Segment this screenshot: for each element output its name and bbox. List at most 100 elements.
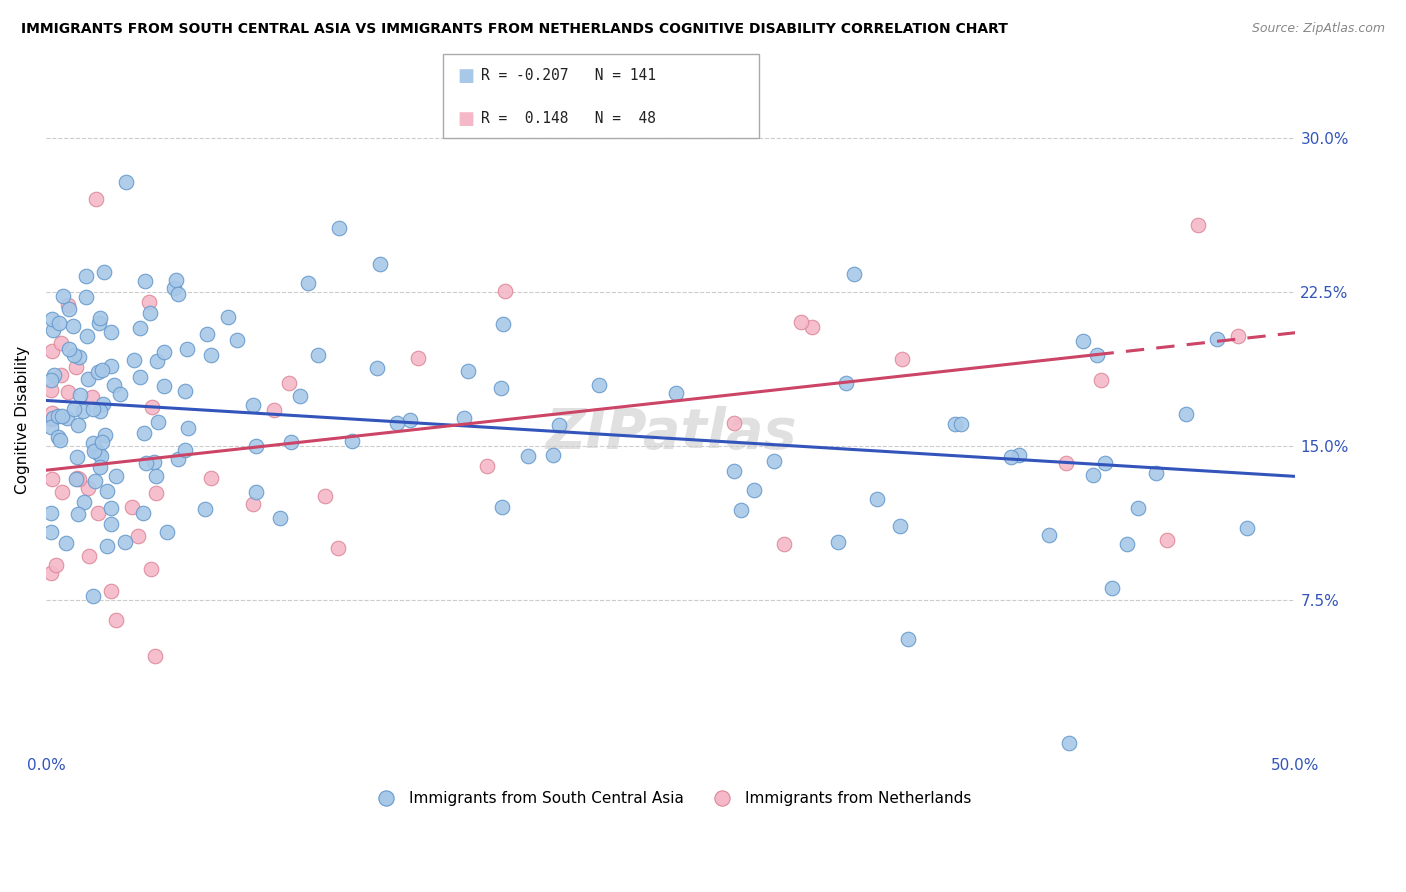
Point — [890, 352, 912, 367]
Text: R = -0.207   N = 141: R = -0.207 N = 141 — [481, 69, 655, 83]
Point — [83, 475, 105, 489]
Point — [93, 265, 115, 279]
Point — [76, 328, 98, 343]
Point — [83, 444, 105, 458]
Point — [41, 343, 63, 358]
Point — [58, 301, 80, 316]
Point — [49, 335, 72, 350]
Point — [115, 176, 138, 190]
Point — [82, 436, 104, 450]
Point — [200, 471, 222, 485]
Point — [96, 484, 118, 499]
Point — [665, 385, 688, 400]
Point — [89, 460, 111, 475]
Point — [67, 472, 90, 486]
Point — [104, 469, 127, 483]
Point — [723, 464, 745, 478]
Point — [217, 310, 239, 324]
Point — [127, 528, 149, 542]
Point — [139, 306, 162, 320]
Text: Source: ZipAtlas.com: Source: ZipAtlas.com — [1251, 22, 1385, 36]
Point — [174, 442, 197, 457]
Point — [1038, 528, 1060, 542]
Point — [1175, 407, 1198, 421]
Point — [100, 325, 122, 339]
Point — [86, 192, 108, 206]
Point — [63, 402, 86, 417]
Point — [39, 420, 62, 434]
Point — [41, 411, 63, 425]
Point — [835, 376, 858, 391]
Point — [77, 371, 100, 385]
Point — [122, 353, 145, 368]
Point — [588, 378, 610, 392]
Point — [75, 268, 97, 283]
Point — [277, 376, 299, 390]
Point — [44, 368, 66, 383]
Point — [1236, 520, 1258, 534]
Point — [491, 381, 513, 395]
Point — [67, 418, 90, 433]
Point — [342, 434, 364, 448]
Point — [163, 280, 186, 294]
Point — [280, 435, 302, 450]
Point — [491, 318, 513, 332]
Point — [242, 398, 264, 412]
Point — [165, 273, 187, 287]
Point — [174, 384, 197, 398]
Point — [1071, 334, 1094, 348]
Point — [475, 459, 498, 474]
Point — [96, 539, 118, 553]
Point — [41, 405, 63, 419]
Point — [457, 364, 479, 378]
Point — [87, 316, 110, 330]
Point — [128, 321, 150, 335]
Point — [548, 417, 571, 432]
Point — [39, 525, 62, 540]
Point — [800, 319, 823, 334]
Point — [39, 566, 62, 581]
Point — [76, 481, 98, 495]
Point — [399, 412, 422, 426]
Point — [307, 348, 329, 362]
Point — [143, 648, 166, 663]
Point — [1057, 736, 1080, 750]
Point — [177, 421, 200, 435]
Point — [245, 485, 267, 500]
Point — [100, 501, 122, 516]
Point — [842, 267, 865, 281]
Point — [82, 391, 104, 405]
Point — [52, 288, 75, 302]
Point — [297, 276, 319, 290]
Point — [65, 359, 87, 374]
Point — [288, 389, 311, 403]
Point — [406, 351, 429, 365]
Point — [58, 343, 80, 357]
Point — [65, 472, 87, 486]
Point — [100, 359, 122, 373]
Point — [263, 403, 285, 417]
Point — [135, 456, 157, 470]
Point — [1101, 581, 1123, 595]
Point — [75, 290, 97, 304]
Point — [269, 510, 291, 524]
Point — [225, 333, 247, 347]
Point — [51, 409, 73, 423]
Point — [41, 312, 63, 326]
Point — [114, 535, 136, 549]
Point — [63, 348, 86, 362]
Point — [103, 377, 125, 392]
Point — [90, 449, 112, 463]
Point — [131, 506, 153, 520]
Text: R =  0.148   N =  48: R = 0.148 N = 48 — [481, 112, 655, 126]
Point — [1226, 329, 1249, 343]
Point — [145, 485, 167, 500]
Point — [730, 502, 752, 516]
Point — [943, 417, 966, 431]
Point — [87, 365, 110, 379]
Point — [1205, 332, 1227, 346]
Point — [897, 632, 920, 647]
Point — [87, 447, 110, 461]
Point — [166, 287, 188, 301]
Point — [67, 350, 90, 364]
